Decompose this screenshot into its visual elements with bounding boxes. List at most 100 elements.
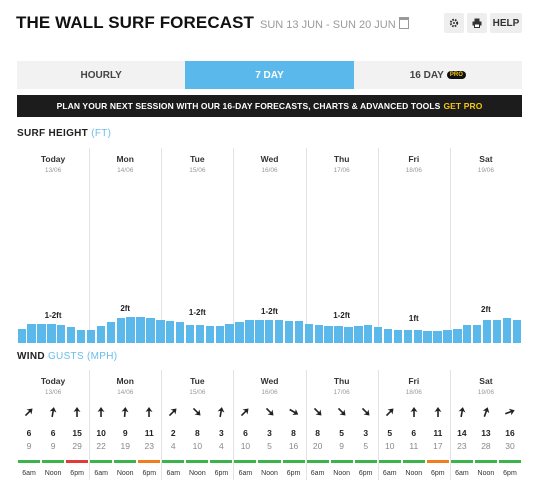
wind-gust: 29 [72, 441, 82, 451]
time-label: 6pm [142, 470, 157, 477]
day-header: Tue 15/06 [161, 376, 233, 396]
wind-direction-arrow-icon [23, 406, 35, 418]
wind-rating-bar [282, 460, 305, 463]
wind-direction-arrow-icon [456, 406, 468, 418]
wave-bar [502, 318, 512, 343]
help-button[interactable]: HELP [490, 13, 522, 33]
day-date: 19/06 [477, 167, 495, 174]
wind-direction-arrow-icon [95, 406, 107, 418]
wave-bar [67, 327, 76, 343]
wind-rating-bar [114, 460, 137, 463]
calendar-icon[interactable] [398, 17, 409, 29]
wind-gust: 11 [409, 441, 419, 451]
tab-16-day[interactable]: 16 DAY PRO [354, 61, 522, 89]
page-title: THE WALL SURF FORECAST SUN 13 JUN - SUN 2… [16, 13, 409, 33]
wave-bar [443, 330, 452, 343]
wind-rating-bar [306, 460, 329, 463]
wind-unit: GUSTS (MPH) [47, 351, 118, 362]
time-label: Noon [44, 470, 62, 477]
time-label: Noon [188, 470, 206, 477]
wave-bar [413, 330, 422, 343]
day-header: Today 13/06 [17, 376, 89, 396]
wave-bar [324, 326, 333, 343]
day-name: Fri [408, 154, 420, 164]
tab-hourly[interactable]: HOURLY [17, 61, 185, 89]
day-date: 17/06 [333, 389, 350, 396]
wind-gust: 17 [433, 441, 443, 451]
time-label: 6am [94, 470, 108, 477]
wind-speed: 8 [315, 428, 320, 438]
time-label: Noon [477, 470, 495, 477]
wind-speed: 16 [505, 428, 515, 438]
wind-rating-bar [90, 460, 113, 463]
wind-direction-arrow-icon [288, 406, 300, 418]
day-header: Thu 17/06 [306, 154, 378, 174]
wave-height-label: 1ft [408, 314, 419, 324]
tab-7-day-label: 7 DAY [255, 69, 284, 81]
time-label: 6am [310, 470, 325, 477]
wind-direction-arrow-icon [264, 406, 276, 418]
wind-gust: 23 [144, 441, 154, 451]
day-date: 15/06 [189, 167, 206, 174]
tab-7-day[interactable]: 7 DAY [185, 61, 354, 89]
wave-bar [334, 326, 343, 343]
wave-height-label: 1-2ft [261, 306, 278, 316]
time-label: 6pm [503, 470, 517, 477]
day-header: Fri 18/06 [378, 154, 450, 174]
day-divider [89, 148, 91, 343]
get-pro-link[interactable]: GET PRO [443, 101, 483, 111]
wave-bar [364, 324, 373, 343]
day-divider [161, 370, 163, 480]
day-name: Thu [333, 376, 350, 386]
day-header: Sat 19/06 [450, 154, 522, 174]
wave-bar [255, 319, 264, 343]
pro-banner[interactable]: PLAN YOUR NEXT SESSION WITH OUR 16-DAY F… [17, 95, 522, 117]
wave-bar [344, 327, 353, 343]
wave-bar [403, 330, 413, 343]
wave-height-label: 1-2ft [44, 310, 62, 320]
wave-bar [463, 324, 472, 343]
wind-rating-bar [354, 460, 377, 463]
wind-rating-bar [258, 460, 281, 463]
day-header: Today 13/06 [17, 154, 89, 174]
wind-speed: 13 [481, 428, 491, 438]
wind-gust: 10 [240, 441, 251, 451]
wind-gust: 23 [457, 441, 467, 451]
wind-speed: 3 [363, 428, 369, 438]
printer-icon [472, 18, 482, 28]
wind-gust: 28 [481, 441, 491, 451]
wave-bar [433, 331, 442, 343]
wind-rating-bar [450, 460, 473, 463]
wind-speed: 5 [387, 428, 393, 438]
day-header: Mon 14/06 [89, 376, 161, 396]
wind-gust: 10 [192, 441, 203, 451]
settings-button[interactable] [444, 13, 464, 33]
tab-hourly-label: HOURLY [80, 69, 122, 81]
wind-direction-arrow-icon [71, 406, 83, 418]
day-date: 16/06 [261, 167, 278, 174]
day-name: Sat [479, 376, 493, 386]
wave-bar [472, 324, 482, 343]
wind-rating-bar [378, 460, 401, 463]
wind-direction-arrow-icon [384, 406, 396, 418]
wave-bar [383, 328, 393, 343]
print-button[interactable] [467, 13, 487, 33]
wind-speed: 2 [170, 428, 176, 438]
time-label: Noon [333, 470, 351, 477]
wind-speed: 11 [433, 428, 443, 438]
time-label: 6am [166, 470, 181, 477]
day-date: 18/06 [405, 167, 422, 174]
day-divider [449, 148, 451, 343]
wind-speed: 8 [291, 428, 296, 438]
wave-bar [304, 323, 314, 343]
wave-bar [17, 328, 26, 343]
time-label: Noon [116, 470, 134, 477]
wind-rating-bar [402, 460, 425, 463]
day-name: Wed [260, 376, 279, 386]
wave-bar [195, 324, 205, 343]
wave-bar [126, 317, 135, 343]
day-divider [233, 148, 235, 343]
wind-speed: 6 [50, 428, 56, 438]
wind-direction-arrow-icon [143, 406, 155, 418]
wave-height-label: 2ft [120, 304, 131, 313]
